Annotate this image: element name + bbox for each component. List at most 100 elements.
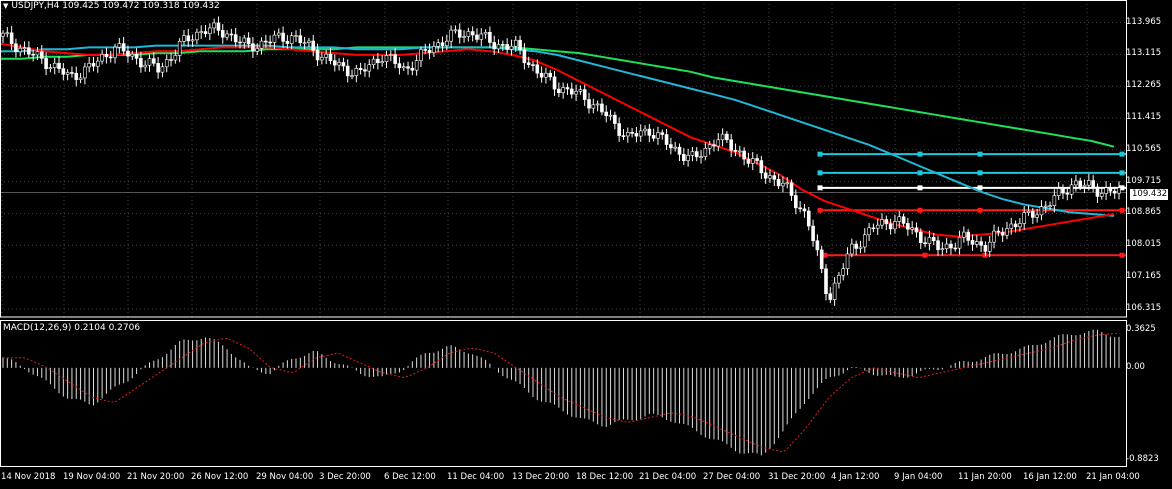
candle-body: [220, 30, 225, 38]
price-tick-label: 113.965: [1126, 16, 1162, 27]
candle-body: [509, 45, 514, 50]
ma-mid-line: [0, 44, 1115, 217]
horizontal-levels[interactable]: [0, 151, 1126, 258]
candle-body: [893, 221, 897, 230]
candle-body: [337, 62, 341, 66]
macd-signal-line: [3, 332, 1120, 453]
candle-body: [979, 241, 983, 246]
candle-body: [1013, 223, 1018, 228]
candle-body: [1031, 210, 1035, 218]
candle-body: [436, 42, 440, 47]
candle-body: [806, 210, 811, 227]
candle-body: [246, 37, 251, 45]
candle-body: [970, 240, 975, 245]
price-tick-label: 109.715: [1126, 175, 1162, 186]
candle-body: [233, 34, 238, 43]
candle-body: [414, 60, 419, 71]
ma-slow-line: [0, 46, 1115, 148]
time-tick-label: 29 Nov 04:00: [256, 472, 314, 482]
candle-body: [363, 69, 367, 72]
candle-body: [74, 72, 79, 80]
candle-body: [95, 60, 100, 67]
candle-body: [763, 172, 768, 179]
candle-body: [871, 227, 876, 230]
candle-body: [1, 32, 5, 37]
level-anchor-point: [917, 151, 923, 157]
candle-body: [888, 223, 893, 230]
price-tick-label: 113.115: [1126, 48, 1162, 59]
candle-body: [18, 47, 23, 53]
price-tick-label: 108.865: [1126, 207, 1162, 218]
symbol-label: USDJPY,H4: [11, 1, 60, 11]
price-tick-label: 107.165: [1126, 271, 1162, 282]
candle-body: [44, 58, 48, 69]
candle-body: [367, 64, 372, 72]
candle-body: [884, 219, 889, 225]
candle-body: [432, 46, 436, 53]
level-anchor-point: [817, 170, 823, 176]
candle-body: [328, 53, 333, 62]
candle-body: [522, 49, 527, 64]
time-tick-label: 27 Dec 04:00: [703, 472, 761, 482]
candle-body: [320, 56, 324, 61]
candle-body: [992, 230, 996, 243]
candle-body: [1000, 231, 1005, 236]
candle-body: [785, 182, 790, 185]
candle-body: [1104, 187, 1108, 194]
level-anchor-point: [1119, 185, 1125, 191]
level-anchor-point: [817, 207, 823, 213]
candle-body: [906, 223, 910, 230]
candle-body: [393, 54, 397, 64]
candle-body: [578, 89, 583, 92]
candle-body: [656, 132, 660, 139]
candle-body: [643, 128, 647, 132]
candle-body: [953, 247, 958, 250]
candle-body: [975, 241, 979, 245]
candle-body: [962, 231, 966, 238]
candle-body: [544, 72, 548, 78]
candle-body: [268, 41, 272, 44]
candle-body: [466, 31, 471, 37]
candle-body: [845, 253, 850, 269]
candle-body: [48, 67, 53, 69]
candle-body: [768, 175, 772, 179]
candle-body: [65, 72, 70, 75]
candle-body: [1022, 212, 1027, 224]
time-tick-label: 11 Jan 20:00: [958, 472, 1012, 482]
candle-body: [1078, 180, 1083, 187]
candle-body: [259, 40, 264, 49]
candle-body: [345, 65, 350, 77]
candle-body: [587, 99, 591, 109]
candle-body: [307, 40, 311, 43]
candle-body: [595, 103, 600, 106]
candle-body: [1005, 228, 1009, 236]
candle-body: [910, 227, 914, 230]
candle-body: [1048, 205, 1052, 208]
candle-body: [850, 243, 854, 255]
candle-body: [298, 35, 303, 43]
price-tick-label: 106.315: [1126, 302, 1162, 313]
candle-body: [755, 158, 759, 161]
time-tick-label: 18 Dec 12:00: [576, 472, 634, 482]
triangle-down-icon: ▼: [3, 2, 9, 10]
candle-body: [742, 150, 746, 160]
candle-body: [781, 182, 785, 187]
candle-body: [513, 39, 518, 47]
level-anchor-point: [977, 170, 983, 176]
candle-body: [91, 63, 96, 67]
candle-body: [126, 50, 130, 57]
level-anchor-point: [817, 151, 823, 157]
candle-body: [651, 135, 656, 139]
candle-body: [712, 144, 716, 147]
time-tick-label: 13 Dec 20:00: [512, 472, 570, 482]
candle-body: [936, 240, 940, 251]
candle-body: [983, 245, 988, 252]
candle-body: [944, 243, 949, 249]
candle-body: [401, 66, 406, 69]
candle-body: [1117, 187, 1121, 194]
candle-body: [371, 58, 376, 65]
candle-body: [677, 146, 682, 155]
level-anchor-point: [1119, 252, 1125, 258]
candle-body: [725, 133, 729, 141]
